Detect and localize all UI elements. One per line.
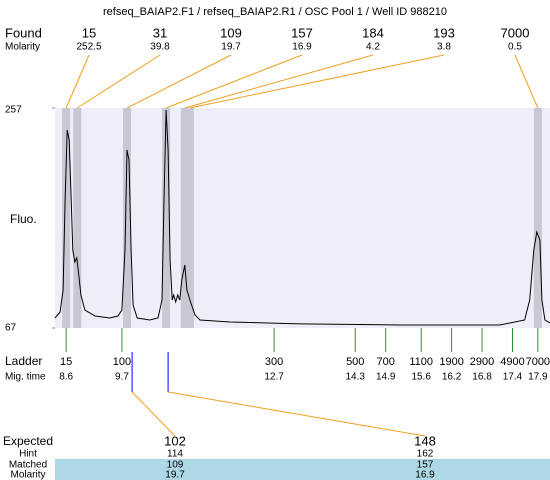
trace bbox=[54, 109, 550, 326]
expected-matched: 157 bbox=[417, 460, 434, 471]
ladder-time: 15.6 bbox=[411, 372, 431, 383]
y-label: Fluo. bbox=[10, 212, 37, 226]
peak-connector bbox=[77, 54, 161, 109]
ladder-size: 7000 bbox=[526, 356, 550, 368]
peak-connector bbox=[126, 54, 232, 109]
ladder-size: 1100 bbox=[409, 356, 433, 368]
expected-size: 148 bbox=[414, 433, 436, 448]
peak-band bbox=[180, 108, 189, 328]
expected-connector bbox=[168, 391, 426, 437]
ladder-size: 15 bbox=[60, 356, 72, 368]
found-molarity: 3.8 bbox=[437, 42, 451, 53]
ladder-time: 12.7 bbox=[264, 372, 284, 383]
ladder-time: 9.7 bbox=[115, 372, 129, 383]
found-molarity: 16.9 bbox=[292, 42, 312, 53]
peak-connector bbox=[514, 54, 539, 109]
peak-band bbox=[123, 108, 132, 328]
peak-connector bbox=[165, 54, 303, 109]
ladder-time: 17.9 bbox=[528, 372, 548, 383]
matched-label: Matched bbox=[9, 460, 47, 471]
matched-band bbox=[55, 459, 550, 470]
peak-band bbox=[533, 108, 542, 328]
found-molarity: 252.5 bbox=[76, 42, 101, 53]
y-tick-label: 257 bbox=[5, 105, 22, 116]
ladder-size: 4900 bbox=[500, 356, 524, 368]
ladder-size: 2900 bbox=[470, 356, 494, 368]
found-label: Found bbox=[5, 25, 42, 40]
found-molarity: 19.7 bbox=[221, 42, 241, 53]
peak-band bbox=[62, 108, 71, 328]
found-molarity: 39.8 bbox=[150, 42, 170, 53]
expected-connector bbox=[131, 391, 176, 437]
ladder-size: 700 bbox=[376, 356, 394, 368]
ladder-time: 8.6 bbox=[59, 372, 73, 383]
molarity-band bbox=[55, 470, 550, 480]
peak-connector bbox=[65, 54, 90, 109]
expected-label: Expected bbox=[3, 434, 53, 448]
expected-molarity: 19.7 bbox=[165, 470, 185, 480]
ladder-size: 100 bbox=[113, 356, 131, 368]
expected-molarity-label: Molarity bbox=[10, 470, 45, 480]
mig-time-label: Mig. time bbox=[5, 372, 46, 383]
ladder-time: 14.3 bbox=[346, 372, 366, 383]
peak-connector bbox=[184, 54, 374, 109]
ladder-label: Ladder bbox=[5, 354, 42, 368]
found-size: 31 bbox=[153, 25, 167, 40]
title: refseq_BAIAP2.F1 / refseq_BAIAP2.R1 / OS… bbox=[103, 6, 447, 18]
ladder-size: 300 bbox=[265, 356, 283, 368]
peak-band bbox=[73, 108, 82, 328]
plot-area bbox=[55, 108, 550, 328]
found-size: 184 bbox=[362, 25, 384, 40]
ladder-size: 1900 bbox=[439, 356, 463, 368]
found-size: 193 bbox=[433, 25, 455, 40]
hint-label: Hint bbox=[19, 449, 37, 460]
expected-hint: 162 bbox=[417, 449, 434, 460]
expected-molarity: 16.9 bbox=[415, 470, 435, 480]
ladder-time: 14.9 bbox=[376, 372, 396, 383]
found-size: 7000 bbox=[501, 25, 530, 40]
expected-matched: 109 bbox=[167, 460, 184, 471]
y-tick-label: 67 bbox=[5, 323, 17, 334]
found-size: 15 bbox=[82, 25, 96, 40]
expected-size: 102 bbox=[164, 433, 186, 448]
found-molarity: 0.5 bbox=[508, 42, 522, 53]
peak-band bbox=[185, 108, 194, 328]
found-molarity: 4.2 bbox=[366, 42, 380, 53]
ladder-time: 16.2 bbox=[442, 372, 462, 383]
found-molarity-label: Molarity bbox=[5, 42, 40, 53]
ladder-size: 500 bbox=[346, 356, 364, 368]
peak-band bbox=[162, 108, 171, 328]
found-size: 109 bbox=[220, 25, 242, 40]
ladder-time: 16.8 bbox=[472, 372, 492, 383]
ladder-time: 17.4 bbox=[503, 372, 523, 383]
expected-hint: 114 bbox=[167, 449, 183, 460]
peak-connector bbox=[189, 54, 445, 109]
found-size: 157 bbox=[291, 25, 313, 40]
